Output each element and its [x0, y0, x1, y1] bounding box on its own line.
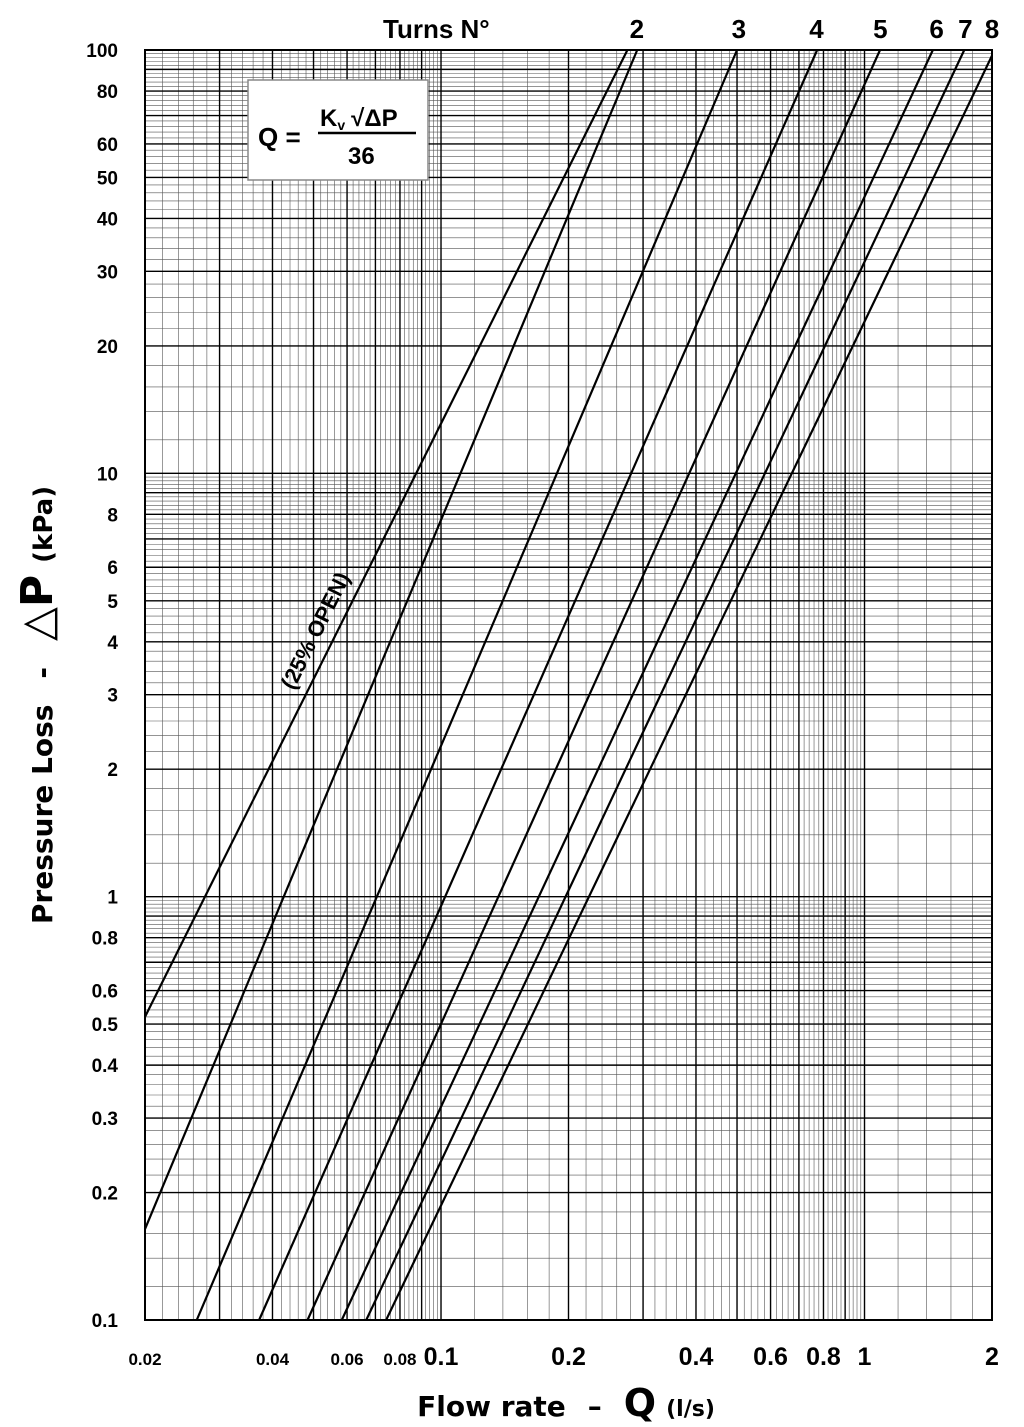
formula-lhs: Q =	[258, 122, 301, 152]
y-tick-label: 60	[97, 135, 118, 156]
x-axis-label-symbol: Q	[624, 1381, 656, 1425]
y-tick-label: 4	[107, 633, 118, 654]
formula-kv-sub: v	[337, 117, 345, 133]
y-axis-label: Pressure Loss - △P (kPa)	[12, 486, 63, 924]
formula-sqrt: √ΔP	[351, 105, 397, 132]
turn-label-7: 7	[958, 14, 972, 44]
x-tick-label: 0.6	[753, 1343, 788, 1371]
plot-frame	[144, 49, 993, 1321]
y-tick-label: 0.3	[92, 1109, 118, 1130]
x-tick-label: 0.4	[679, 1343, 714, 1371]
y-tick-label: 0.6	[92, 982, 118, 1003]
y-tick-label: 0.1	[92, 1311, 119, 1332]
x-tick-label: 0.06	[331, 1350, 364, 1369]
formula-denominator: 36	[348, 143, 375, 170]
x-tick-label: 0.1	[424, 1343, 459, 1371]
series-line-2	[143, 49, 639, 1230]
y-tick-label: 80	[97, 82, 118, 103]
series-line-6	[340, 49, 934, 1321]
series-line-3	[195, 49, 739, 1321]
turns-label: Turns N°	[383, 14, 490, 44]
turn-label-4: 4	[809, 14, 824, 44]
y-tick-label: 0.8	[92, 929, 118, 950]
y-tick-label: 5	[107, 592, 118, 613]
y-axis-label-dash: -	[26, 667, 59, 679]
turn-label-3: 3	[732, 14, 746, 44]
y-axis-label-unit: (kPa)	[29, 486, 59, 563]
x-axis-label-dash: –	[588, 1390, 602, 1423]
y-tick-labels: 0.1 0.2 0.3 0.4 0.5 0.6 0.8 1 2 3 4 5 6 8 10 20 30 40 50 60…	[86, 41, 118, 1332]
y-tick-label: 3	[107, 686, 118, 707]
series-line-1	[144, 49, 629, 1018]
y-tick-label: 8	[107, 505, 118, 526]
series-line-5	[306, 49, 882, 1321]
y-tick-label: 40	[97, 209, 118, 230]
x-tick-labels: 0.02 0.04 0.06 0.08 0.1 0.2 0.4 0.6 0.8 1 2	[128, 1343, 999, 1371]
formula-kv: K	[320, 105, 338, 132]
x-axis-label: Flow rate – Q (l/s)	[417, 1381, 715, 1425]
formula-numerator: Kv √ΔP	[320, 105, 398, 133]
x-tick-label: 0.8	[806, 1343, 841, 1371]
turn-label-5: 5	[873, 14, 887, 44]
y-axis-label-main: Pressure Loss	[26, 705, 59, 925]
x-tick-label: 2	[985, 1343, 999, 1371]
formula-box: Q = Kv √ΔP 36	[247, 79, 429, 181]
y-tick-label: 0.2	[92, 1184, 118, 1205]
turn-label-6: 6	[929, 14, 943, 44]
series-line-7	[365, 49, 966, 1321]
x-tick-label: 0.08	[383, 1350, 416, 1369]
turn-label-2: 2	[630, 14, 644, 44]
major-grid	[144, 49, 993, 1321]
series-line-4	[258, 49, 819, 1321]
series-lines	[143, 49, 993, 1321]
y-tick-label: 20	[97, 337, 118, 358]
y-tick-label: 10	[97, 464, 118, 485]
y-tick-label: 50	[97, 168, 118, 189]
x-axis-label-main: Flow rate	[417, 1390, 566, 1423]
y-axis-label-symbol: △P	[12, 575, 63, 641]
y-tick-label: 0.5	[92, 1015, 119, 1036]
y-tick-label: 0.4	[92, 1056, 119, 1077]
y-tick-label: 6	[107, 558, 118, 579]
x-axis-label-unit: (l/s)	[666, 1397, 715, 1422]
x-tick-label: 1	[858, 1343, 872, 1371]
x-tick-label: 0.2	[551, 1343, 586, 1371]
x-tick-label: 0.02	[128, 1350, 161, 1369]
y-tick-label: 2	[107, 760, 118, 781]
y-tick-label: 1	[107, 888, 118, 909]
series-line-8	[385, 55, 993, 1321]
turn-label-8: 8	[985, 14, 999, 44]
y-tick-label: 100	[86, 41, 118, 62]
x-tick-label: 0.04	[256, 1350, 290, 1369]
y-tick-label: 30	[97, 262, 118, 283]
